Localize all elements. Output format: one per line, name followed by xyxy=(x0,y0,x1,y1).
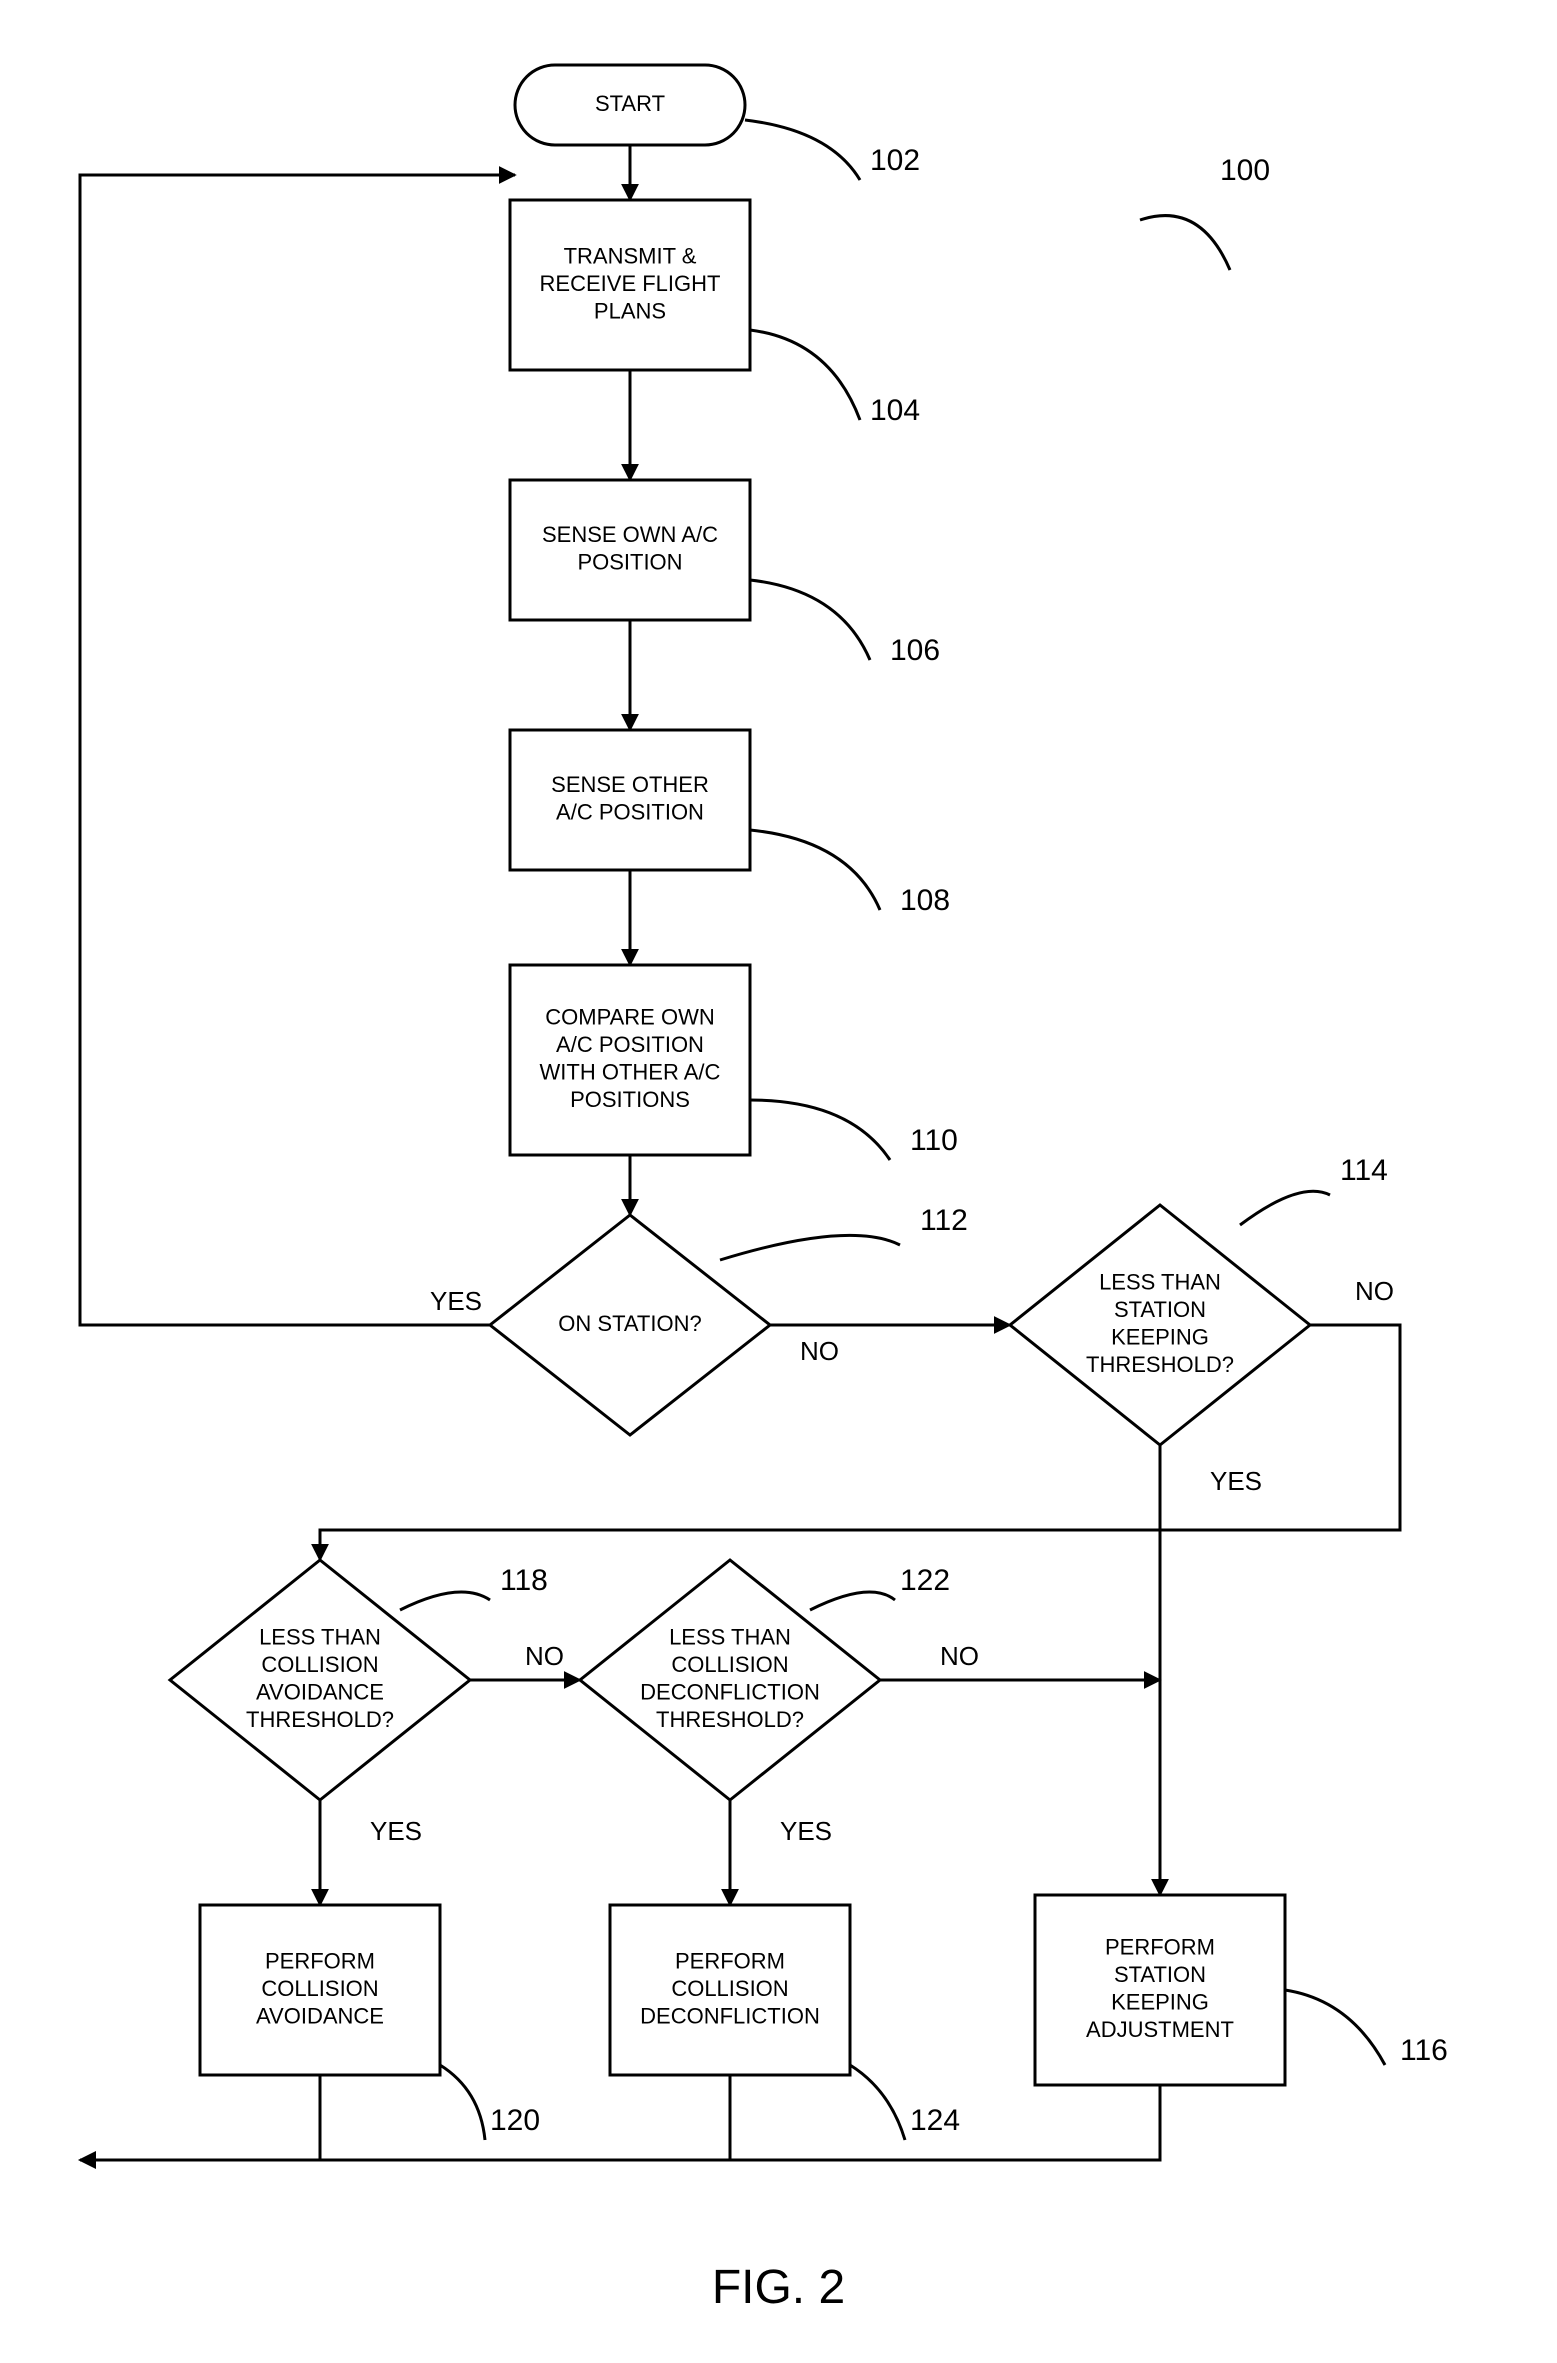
edge-label: YES xyxy=(430,1286,482,1316)
ref-leader xyxy=(750,830,880,910)
node-text: COMPARE OWN xyxy=(545,1005,714,1030)
node-text: PERFORM xyxy=(1105,1935,1215,1960)
ref-label: 112 xyxy=(920,1204,968,1237)
node-text: AVOIDANCE xyxy=(256,2003,384,2028)
ref-label: 116 xyxy=(1400,2034,1448,2067)
ref-label: 122 xyxy=(900,1564,950,1597)
node-sense_other: SENSE OTHER A/C POSITION xyxy=(510,730,750,870)
node-text: SENSE OTHER xyxy=(551,772,709,797)
ref-leader xyxy=(810,1592,895,1610)
node-text: A/C POSITION xyxy=(556,1032,704,1057)
edge xyxy=(80,2075,320,2160)
node-text: LESS THAN xyxy=(1099,1270,1221,1295)
node-text: COLLISION xyxy=(671,1652,788,1677)
figure-label: FIG. 2 xyxy=(712,2261,845,2314)
node-start: START xyxy=(515,65,745,145)
ref-label: 104 xyxy=(870,394,920,427)
node-text: KEEPING xyxy=(1111,1990,1209,2015)
edge xyxy=(80,175,515,1325)
ref-leader xyxy=(750,330,860,420)
ref-label: 108 xyxy=(900,884,950,917)
node-perform_station: PERFORMSTATION KEEPINGADJUSTMENT xyxy=(1035,1895,1285,2085)
edge-label: YES xyxy=(370,1816,422,1846)
ref-label: 118 xyxy=(500,1564,548,1597)
node-text: WITH OTHER A/C xyxy=(540,1060,721,1085)
node-text: THRESHOLD? xyxy=(246,1707,394,1732)
edge-label: YES xyxy=(1210,1466,1262,1496)
node-text: PERFORM xyxy=(265,1948,375,1973)
node-perform_avoid: PERFORM COLLISIONAVOIDANCE xyxy=(200,1905,440,2075)
node-collision_avoid_threshold: LESS THANCOLLISION AVOIDANCETHRESHOLD? xyxy=(170,1560,470,1800)
node-sense_own: SENSE OWN A/C POSITION xyxy=(510,480,750,620)
node-text: POSITION xyxy=(577,550,682,575)
node-station_threshold: LESS THANSTATION KEEPINGTHRESHOLD? xyxy=(1010,1205,1310,1445)
node-text: STATION xyxy=(1114,1297,1206,1322)
ref-leader xyxy=(1285,1990,1385,2065)
node-text: COLLISION xyxy=(671,1976,788,2001)
ref-label: 120 xyxy=(490,2104,540,2137)
node-text: PLANS xyxy=(594,298,666,323)
edge-label: YES xyxy=(780,1816,832,1846)
ref-leader xyxy=(440,2065,485,2140)
ref-label: 114 xyxy=(1340,1154,1388,1187)
ref-leader xyxy=(850,2065,905,2140)
edge-label: NO xyxy=(940,1641,979,1671)
ref-leader xyxy=(1140,216,1230,270)
edge-label: NO xyxy=(1355,1276,1394,1306)
ref-label: 102 xyxy=(870,144,920,177)
edge-label: NO xyxy=(525,1641,564,1671)
node-text: LESS THAN xyxy=(669,1625,791,1650)
node-text: ON STATION? xyxy=(558,1311,701,1336)
node-text: DECONFLICTION xyxy=(640,2003,820,2028)
ref-leader xyxy=(400,1592,490,1610)
node-text: AVOIDANCE xyxy=(256,1680,384,1705)
node-text: START xyxy=(595,91,665,116)
node-text: DECONFLICTION xyxy=(640,1680,820,1705)
node-transmit: TRANSMIT & RECEIVE FLIGHTPLANS xyxy=(510,200,750,370)
node-text: ADJUSTMENT xyxy=(1086,2017,1234,2042)
ref-label: 100 xyxy=(1220,154,1270,187)
ref-label: 124 xyxy=(910,2104,960,2137)
node-text: COLLISION xyxy=(261,1976,378,2001)
nodes: START TRANSMIT & RECEIVE FLIGHTPLANS SENSE … xyxy=(170,65,1310,2085)
node-collision_deconf_threshold: LESS THANCOLLISION DECONFLICTIONTHRESHOLD… xyxy=(580,1560,880,1800)
node-perform_deconf: PERFORM COLLISIONDECONFLICTION xyxy=(610,1905,850,2075)
node-compare: COMPARE OWNA/C POSITION WITH OTHER A/CPOS… xyxy=(510,965,750,1155)
node-text: TRANSMIT & xyxy=(564,243,697,268)
ref-leader xyxy=(745,120,860,180)
ref-leader xyxy=(750,580,870,660)
ref-label: 106 xyxy=(890,634,940,667)
node-text: LESS THAN xyxy=(259,1625,381,1650)
edge-label: NO xyxy=(800,1336,839,1366)
ref-leader xyxy=(1240,1191,1330,1225)
edge xyxy=(80,2075,730,2160)
edge xyxy=(80,2085,1160,2160)
node-text: THRESHOLD? xyxy=(656,1707,804,1732)
ref-leader xyxy=(750,1100,890,1160)
node-text: COLLISION xyxy=(261,1652,378,1677)
node-text: RECEIVE FLIGHT xyxy=(540,271,721,296)
node-text: PERFORM xyxy=(675,1948,785,1973)
node-text: SENSE OWN A/C xyxy=(542,522,718,547)
node-text: POSITIONS xyxy=(570,1087,690,1112)
node-text: A/C POSITION xyxy=(556,800,704,825)
node-text: KEEPING xyxy=(1111,1325,1209,1350)
flowchart-diagram: YES NO NO YES NO NO YES YES START TRANSMIT & RECEI… xyxy=(0,0,1557,2363)
node-on_station: ON STATION? xyxy=(490,1215,770,1435)
node-text: STATION xyxy=(1114,1962,1206,1987)
ref-label: 110 xyxy=(910,1124,958,1157)
node-text: THRESHOLD? xyxy=(1086,1352,1234,1377)
ref-leader xyxy=(720,1235,900,1260)
